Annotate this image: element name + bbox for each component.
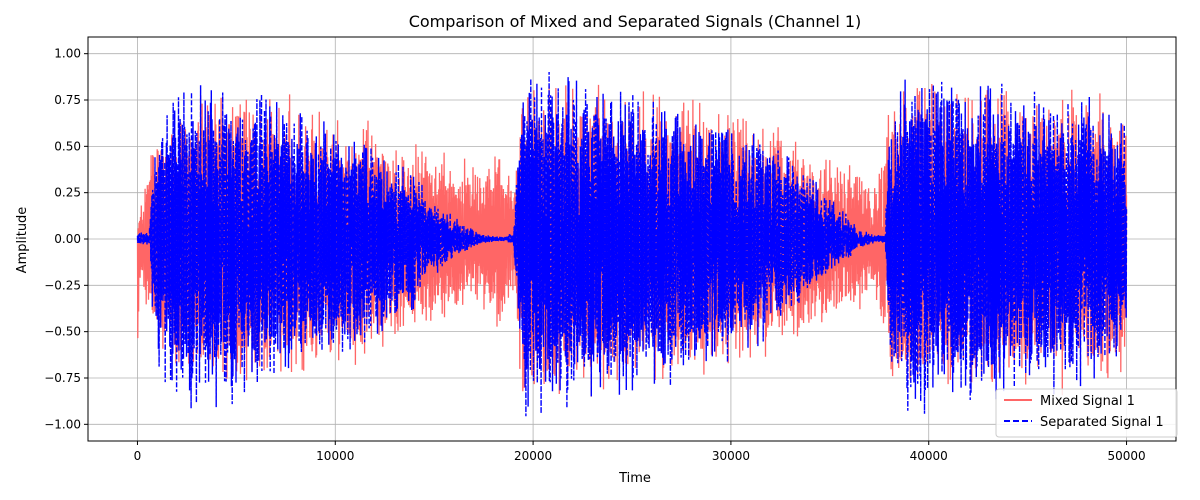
x-axis-label: Time (618, 471, 651, 486)
y-tick-label: 0.50 (54, 139, 81, 153)
x-tick-label: 30000 (712, 449, 750, 463)
series-separated-signal-line (136, 71, 1128, 417)
y-tick-label: 1.00 (54, 47, 81, 61)
y-axis: −1.00 −0.75 −0.50 −0.25 0.00 0.25 0.50 0.75 1.00 (44, 47, 88, 431)
y-tick-label: −0.50 (44, 325, 81, 339)
y-axis-label: Amplitude (15, 207, 30, 274)
y-tick-label: −0.75 (44, 371, 81, 385)
y-tick-label: −1.00 (44, 417, 81, 431)
y-tick-label: 0.25 (54, 186, 81, 200)
y-tick-label: 0.75 (54, 93, 81, 107)
y-tick-label: 0.00 (54, 232, 81, 246)
x-tick-label: 0 (134, 449, 142, 463)
chart-title: Comparison of Mixed and Separated Signal… (409, 12, 862, 31)
legend: Mixed Signal 1 Separated Signal 1 (995, 388, 1178, 438)
x-tick-label: 50000 (1107, 449, 1145, 463)
legend-box (995, 388, 1178, 438)
x-tick-label: 40000 (910, 449, 948, 463)
x-tick-label: 20000 (514, 449, 552, 463)
x-axis: 0 10000 20000 30000 40000 50000 (134, 441, 1146, 463)
legend-label-mixed: Mixed Signal 1 (1040, 394, 1135, 409)
y-tick-label: −0.25 (44, 278, 81, 292)
legend-label-separated: Separated Signal 1 (1040, 415, 1164, 430)
x-tick-label: 10000 (316, 449, 354, 463)
series-layer (136, 71, 1128, 417)
